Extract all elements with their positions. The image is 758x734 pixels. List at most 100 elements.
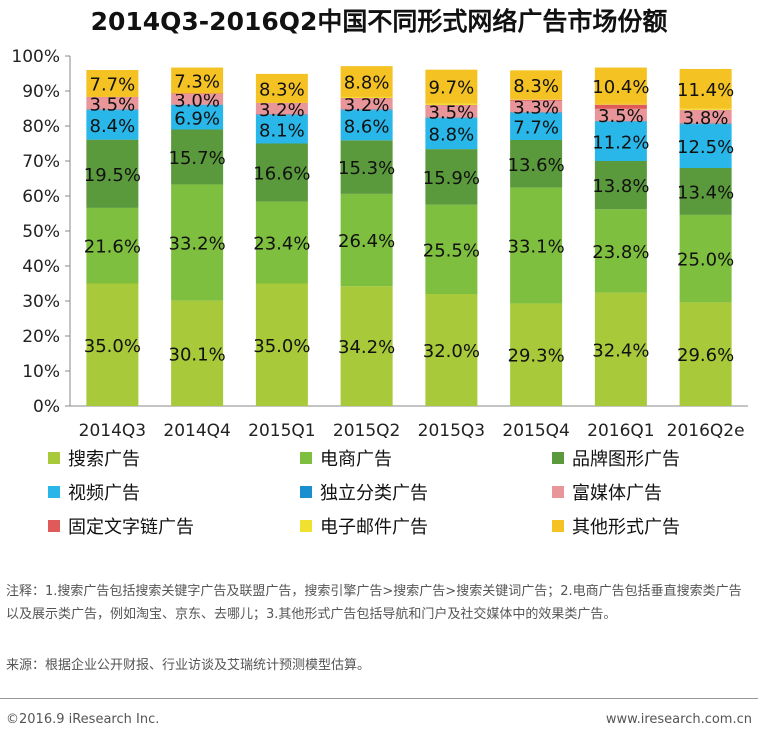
- data-label: 32.4%: [592, 340, 649, 361]
- bar-segment: [340, 66, 393, 97]
- bar-segment: [340, 96, 393, 98]
- bar-segment: [255, 143, 308, 202]
- data-label: 23.4%: [253, 234, 310, 255]
- copyright-text: ©2016.9 iResearch Inc.: [6, 712, 160, 727]
- bar-segment: [86, 70, 139, 97]
- bar-segment: [510, 140, 563, 188]
- data-label: 7.7%: [513, 118, 559, 139]
- legend-label: 独立分类广告: [320, 483, 428, 504]
- x-tick-label: 2016Q2e: [667, 421, 745, 441]
- x-tick-label: 2016Q1: [587, 421, 654, 441]
- data-label: 6.9%: [174, 108, 220, 129]
- bar-segment: [425, 117, 478, 119]
- data-label: 3.2%: [259, 100, 305, 121]
- bar-segment: [594, 104, 647, 109]
- bar-segment: [425, 204, 478, 294]
- bar-segment: [594, 161, 647, 210]
- bar-segment: [425, 103, 478, 105]
- bar-segment: [255, 114, 308, 116]
- legend-item: 其他形式广告: [552, 512, 680, 540]
- x-tick-label: 2014Q3: [79, 421, 146, 441]
- data-label: 8.6%: [344, 116, 390, 137]
- bar-segment: [171, 184, 224, 301]
- bar-segment: [86, 139, 139, 208]
- y-tick-label: 100%: [11, 47, 60, 67]
- bar-segment: [86, 207, 139, 284]
- data-label: 3.0%: [174, 90, 220, 111]
- data-label: 3.5%: [598, 106, 644, 127]
- bar-segment: [171, 94, 224, 105]
- bar-segment: [425, 69, 478, 104]
- x-tick-label: 2015Q1: [248, 421, 315, 441]
- bar-segment: [340, 286, 393, 406]
- data-label: 21.6%: [84, 237, 141, 258]
- data-label: 7.3%: [174, 71, 220, 92]
- x-tick-label: 2015Q4: [502, 421, 569, 441]
- bar-segment: [679, 123, 732, 125]
- y-tick-label: 70%: [22, 152, 60, 172]
- bar-segment: [340, 109, 393, 111]
- legend-swatch: [300, 486, 312, 498]
- data-label: 8.8%: [429, 125, 475, 146]
- legend-swatch: [300, 452, 312, 464]
- y-tick-label: 90%: [22, 82, 60, 102]
- bar-segment: [510, 303, 563, 406]
- bar-segment: [679, 108, 732, 110]
- bar-segment: [594, 67, 647, 104]
- data-label: 15.9%: [423, 168, 480, 189]
- legend-item: 独立分类广告: [300, 478, 428, 506]
- y-tick-label: 30%: [22, 292, 60, 312]
- bar-segment: [594, 108, 647, 122]
- data-label: 8.8%: [344, 73, 390, 94]
- legend-swatch: [552, 520, 564, 532]
- data-label: 33.1%: [508, 237, 565, 258]
- data-label: 29.6%: [677, 345, 734, 366]
- bar-segment: [255, 73, 308, 103]
- legend-swatch: [48, 452, 60, 464]
- data-label: 19.5%: [84, 165, 141, 186]
- bar-segment: [171, 67, 224, 94]
- legend-item: 品牌图形广告: [552, 444, 680, 472]
- data-label: 29.3%: [508, 346, 565, 367]
- bar-segment: [255, 103, 308, 115]
- bar-segment: [171, 129, 224, 185]
- chart-title: 2014Q3-2016Q2中国不同形式网络广告市场份额: [90, 7, 668, 36]
- bar-segment: [510, 70, 563, 100]
- bar-segment: [679, 110, 732, 124]
- bar-segment: [255, 283, 308, 406]
- data-label: 8.4%: [90, 116, 136, 137]
- data-label: 11.4%: [677, 80, 734, 101]
- legend-swatch: [552, 452, 564, 464]
- legend-label: 其他形式广告: [572, 517, 680, 538]
- bar-segment: [679, 214, 732, 303]
- data-label: 33.2%: [169, 234, 226, 255]
- stacked-bar-chart: 0% 10% 20% 30% 40% 50% 60% 70% 80% 90% 100% 35.0% 21…: [11, 47, 748, 441]
- legend-label: 视频广告: [68, 483, 140, 504]
- bar-segment: [679, 124, 732, 168]
- bar-segment: [510, 187, 563, 304]
- bar-segment: [594, 121, 647, 161]
- bar-segment: [340, 193, 393, 287]
- data-label: 3.8%: [683, 108, 729, 129]
- data-label: 15.3%: [338, 158, 395, 179]
- data-label: 15.7%: [169, 148, 226, 169]
- bar-segment: [340, 98, 393, 110]
- data-label: 13.6%: [508, 155, 565, 176]
- bar-segment: [594, 103, 647, 105]
- bar-segment: [679, 302, 732, 406]
- bar-segment: [594, 209, 647, 293]
- legend-label: 品牌图形广告: [572, 449, 680, 470]
- legend-swatch: [552, 486, 564, 498]
- data-label: 13.4%: [677, 182, 734, 203]
- x-tick-label: 2014Q4: [163, 421, 230, 441]
- data-label: 25.0%: [677, 250, 734, 271]
- bar-segment: [425, 294, 478, 406]
- data-label: 8.3%: [513, 76, 559, 97]
- data-label: 11.2%: [592, 132, 649, 153]
- data-label: 3.5%: [90, 94, 136, 115]
- legend-label: 固定文字链广告: [68, 517, 194, 538]
- bar-segment: [255, 115, 308, 144]
- legend-item: 视频广告: [48, 478, 140, 506]
- footer-divider: [0, 698, 758, 699]
- bar-segment: [340, 110, 393, 141]
